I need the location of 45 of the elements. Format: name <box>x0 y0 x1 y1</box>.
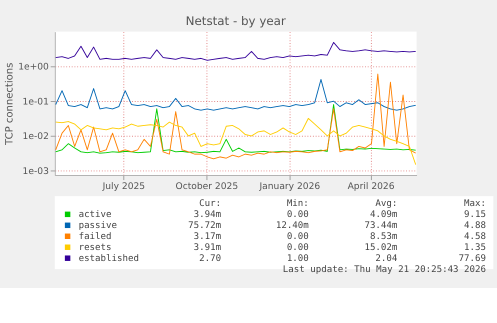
text: 1.35 <box>464 242 486 253</box>
line-series <box>55 104 416 154</box>
text: 77.69 <box>458 254 486 264</box>
legend-label: failed <box>78 232 112 242</box>
x-tick-label: October 2025 <box>176 182 238 192</box>
legend-label: resets <box>78 242 112 253</box>
text: 3.91m <box>194 242 222 253</box>
legend-label: active <box>78 210 112 220</box>
line-series <box>55 118 416 166</box>
text: Max: <box>464 199 486 210</box>
text: 3.94m <box>194 210 222 220</box>
text: 9.15 <box>464 210 486 220</box>
y-axis-title: TCP connections <box>4 62 16 146</box>
x-tick-label: April 2026 <box>348 182 395 192</box>
y-tick-label: 1e+00 <box>18 62 50 73</box>
y-tick-label: 1e-02 <box>22 132 49 142</box>
text: 0.00 <box>286 242 309 253</box>
x-tick-label: July 2025 <box>102 182 146 192</box>
y-tick-label: 1e-03 <box>22 166 50 177</box>
text: 73.44m <box>364 221 398 232</box>
text: 4.09m <box>370 210 398 220</box>
legend-label: passive <box>78 221 118 232</box>
text: 4.88 <box>464 221 486 232</box>
text: 0.00 <box>286 210 309 220</box>
line-series <box>55 79 416 111</box>
line-series <box>55 74 416 160</box>
text: 4.58 <box>464 232 486 242</box>
chart-title: Netstat - by year <box>186 14 286 28</box>
line-series <box>55 42 416 61</box>
text: 8.53m <box>370 232 398 242</box>
y-tick-label: 1e-01 <box>22 97 49 108</box>
text: 2.04 <box>375 254 398 264</box>
text: Cur: <box>199 199 222 210</box>
text: 2.70 <box>199 254 222 264</box>
text: Avg: <box>375 199 398 210</box>
text: 15.02m <box>364 242 398 253</box>
text: 1.00 <box>286 254 309 264</box>
text: Min: <box>286 199 309 210</box>
text: 3.17m <box>194 232 222 242</box>
text: 12.40m <box>276 221 310 232</box>
text: 0.00 <box>286 232 309 242</box>
text: 75.72m <box>188 221 222 232</box>
x-tick-label: January 2026 <box>258 182 320 192</box>
text: Last update: Thu May 21 20:25:43 2026 <box>282 264 486 275</box>
legend-label: established <box>78 254 140 264</box>
